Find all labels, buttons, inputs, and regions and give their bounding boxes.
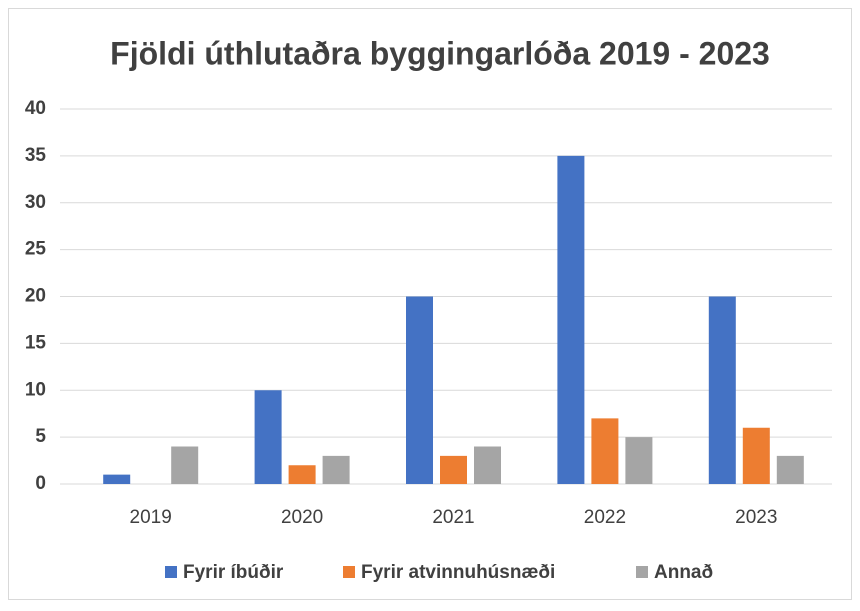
x-tick-label: 2021 — [432, 507, 474, 528]
bar — [557, 155, 585, 484]
legend-label: Fyrir íbúðir — [183, 562, 284, 583]
bar — [625, 437, 653, 484]
legend-label: Fyrir atvinnuhúsnæði — [361, 562, 555, 583]
bar — [322, 455, 350, 484]
x-tick-label: 2023 — [735, 507, 777, 528]
bar — [254, 390, 282, 484]
x-tick-label: 2020 — [281, 507, 323, 528]
bar — [708, 296, 736, 484]
legend-label: Annað — [654, 562, 713, 583]
x-tick-label: 2019 — [130, 507, 172, 528]
y-tick-label: 5 — [35, 426, 46, 447]
bar — [406, 296, 433, 484]
bar — [474, 446, 501, 484]
y-tick-label: 30 — [25, 192, 46, 213]
y-tick-label: 0 — [35, 473, 46, 494]
legend-swatch — [343, 566, 355, 578]
chart-title: Fjöldi úthlutaðra byggingarlóða 2019 - 2… — [110, 35, 770, 71]
bar — [591, 418, 619, 484]
y-tick-label: 25 — [25, 239, 47, 260]
y-tick-label: 40 — [25, 98, 46, 119]
y-tick-label: 15 — [25, 332, 47, 353]
bar — [776, 455, 804, 484]
x-tick-label: 2022 — [584, 507, 626, 528]
y-tick-label: 20 — [25, 286, 46, 307]
bar — [288, 465, 316, 484]
bar — [742, 427, 770, 484]
legend-swatch — [165, 566, 177, 578]
bar — [103, 474, 131, 484]
legend-swatch — [636, 566, 648, 578]
y-tick-label: 10 — [25, 379, 46, 400]
bar — [171, 446, 199, 484]
y-tick-label: 35 — [25, 145, 47, 166]
bar — [440, 455, 467, 484]
